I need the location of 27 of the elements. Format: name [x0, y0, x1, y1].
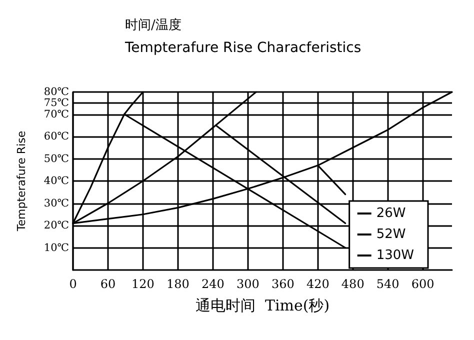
y-tick-label: 75℃ — [44, 97, 70, 110]
x-tick-label: 300 — [236, 277, 260, 291]
legend-label: 26W — [376, 206, 406, 221]
x-tick-label: 240 — [201, 277, 224, 291]
x-tick-label: 120 — [132, 277, 154, 291]
x-tick-label: 180 — [166, 277, 190, 291]
x-axis-title: 通电时间 Time(秒) — [195, 296, 330, 314]
y-tick-label: 50℃ — [44, 152, 70, 165]
chart-subtitle: Tempterafure Rise Characferistics — [124, 40, 362, 56]
x-tick-label: 60 — [100, 277, 116, 291]
legend-label: 52W — [376, 227, 406, 242]
y-tick-label: 30℃ — [44, 197, 70, 210]
x-tick-label: 600 — [411, 277, 434, 291]
x-tick-label: 360 — [271, 277, 294, 291]
chart-title: 时间/温度 — [125, 17, 182, 33]
y-tick-label: 80℃ — [44, 86, 70, 98]
y-tick-label: 70℃ — [44, 108, 70, 120]
y-tick-label: 20℃ — [44, 220, 70, 232]
y-tick-label: 60℃ — [44, 130, 70, 142]
y-tick-label: 10℃ — [44, 242, 70, 254]
y-tick-label: 40℃ — [44, 175, 70, 187]
x-tick-label: 0 — [69, 277, 77, 291]
x-tick-label: 480 — [341, 277, 364, 291]
x-tick-label: 420 — [306, 277, 330, 291]
x-tick-label: 540 — [376, 277, 400, 291]
legend-label: 130W — [376, 248, 414, 263]
y-axis-title: Tempterafure Rise — [15, 130, 28, 232]
